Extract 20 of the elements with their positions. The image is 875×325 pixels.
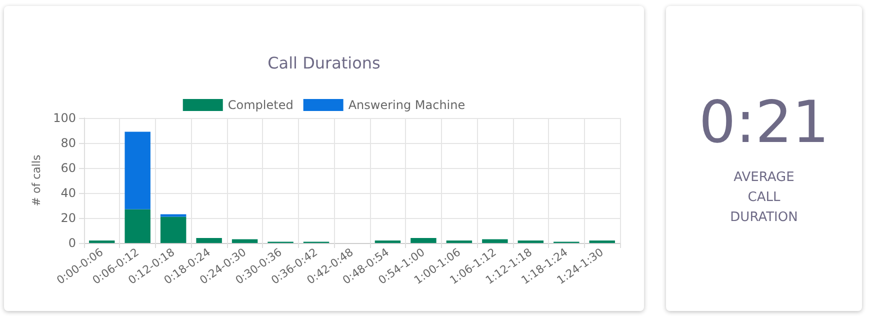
text: AVERAGE CALL DURATION [729,168,799,226]
bar [160,214,186,217]
chart-title: Call Durations [268,54,380,72]
legend-label: Answering Machine [348,98,466,112]
y-tick-label: 60 [60,161,76,175]
y-tick-label: 100 [53,111,76,125]
y-tick-label: 40 [60,186,76,200]
text: 0:21 [698,88,830,156]
legend-label: Completed [228,98,294,112]
bar [482,239,508,243]
y-tick-label: 0 [68,236,76,250]
y-axis-title: # of calls [30,154,44,206]
y-tick-label: 80 [60,136,76,150]
y-tick-label: 20 [60,211,76,225]
bar [124,209,150,243]
bar [124,132,150,210]
bar [232,239,258,243]
bar [410,238,436,243]
bar [196,238,222,243]
bar [160,216,186,243]
